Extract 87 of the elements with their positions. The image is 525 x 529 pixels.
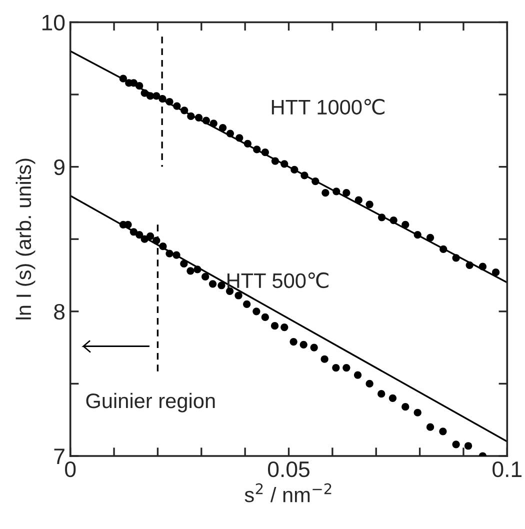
point	[290, 338, 298, 346]
x-tick-label: 0.1	[492, 461, 522, 478]
point	[466, 261, 474, 269]
point	[322, 189, 330, 197]
point	[202, 272, 210, 281]
point	[146, 232, 154, 240]
x-tick-label: 0.05	[268, 461, 310, 478]
point	[452, 254, 460, 262]
point	[261, 313, 269, 321]
point	[402, 220, 410, 228]
point	[478, 262, 486, 270]
point	[426, 423, 434, 431]
annotation: HTT 500℃	[228, 272, 328, 288]
point	[187, 112, 195, 120]
y-axis-title: ln I (s) (arb. units)	[16, 158, 36, 320]
point	[119, 74, 128, 82]
point	[378, 390, 386, 398]
point	[202, 116, 210, 124]
point	[290, 166, 298, 174]
point	[354, 196, 362, 204]
point	[152, 92, 160, 100]
point	[136, 82, 144, 90]
point	[236, 134, 244, 142]
point	[464, 442, 472, 450]
point	[253, 146, 261, 154]
point	[414, 408, 422, 416]
point	[312, 177, 320, 186]
point	[140, 89, 148, 97]
point	[208, 280, 217, 288]
point	[166, 98, 174, 106]
point	[180, 260, 188, 268]
point	[180, 106, 188, 114]
point	[366, 200, 374, 208]
point	[342, 364, 350, 372]
point	[158, 95, 166, 103]
annotation: Guinier region	[86, 392, 215, 412]
point	[452, 440, 460, 448]
y-tick-label: 7	[54, 448, 64, 464]
point	[426, 234, 434, 242]
point	[270, 322, 279, 330]
point	[414, 230, 422, 239]
point	[390, 216, 398, 224]
x-tick-label: 0	[65, 461, 76, 478]
point	[226, 130, 234, 138]
point	[310, 344, 318, 352]
y-tick-label: 10	[42, 14, 65, 30]
point	[366, 380, 374, 388]
point	[402, 403, 410, 411]
point	[439, 428, 447, 436]
x-axis-title: s$^{2}$ / nm$^{−2}$	[244, 483, 332, 502]
annotation: HTT 1000℃	[272, 98, 384, 115]
point	[320, 355, 328, 363]
point	[130, 228, 138, 236]
point	[140, 235, 148, 243]
point	[271, 157, 280, 165]
point	[280, 160, 288, 168]
point	[173, 102, 181, 110]
point	[332, 188, 340, 196]
point	[152, 236, 160, 244]
point	[194, 114, 203, 122]
point	[244, 140, 252, 148]
point	[388, 394, 397, 402]
point	[194, 266, 202, 274]
point	[136, 230, 144, 239]
point	[218, 282, 226, 290]
point	[159, 242, 167, 250]
point	[186, 267, 194, 275]
point	[492, 268, 500, 276]
y-tick-label: 9	[54, 159, 64, 176]
point	[300, 340, 308, 348]
point	[210, 120, 218, 128]
point	[261, 148, 269, 156]
y-tick-label: 8	[54, 304, 65, 320]
point	[280, 324, 288, 332]
point	[354, 371, 362, 379]
point	[378, 214, 386, 222]
point	[332, 364, 340, 372]
point	[342, 189, 350, 197]
point	[172, 251, 180, 259]
point	[243, 300, 251, 308]
point	[166, 250, 174, 258]
point	[252, 308, 260, 316]
point	[218, 124, 227, 132]
point	[440, 245, 448, 254]
point	[234, 292, 242, 300]
point	[226, 287, 234, 295]
point	[300, 172, 308, 180]
